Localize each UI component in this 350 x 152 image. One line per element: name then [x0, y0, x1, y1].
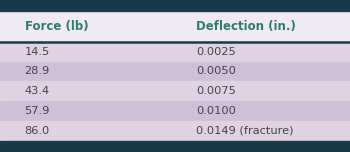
Text: Deflection (in.): Deflection (in.) [196, 20, 296, 33]
Text: 0.0149 (fracture): 0.0149 (fracture) [196, 126, 294, 136]
Bar [0, 141, 350, 152]
Text: 0.0025: 0.0025 [196, 47, 236, 57]
Text: 0.0100: 0.0100 [196, 106, 236, 116]
Bar [0, 42, 350, 62]
Text: 0.0050: 0.0050 [196, 66, 236, 76]
Bar [0, 121, 350, 141]
Bar [0, 81, 350, 101]
Text: 28.9: 28.9 [25, 66, 50, 76]
Text: 57.9: 57.9 [25, 106, 50, 116]
Text: 14.5: 14.5 [25, 47, 50, 57]
Bar [0, 101, 350, 121]
Text: Force (lb): Force (lb) [25, 20, 88, 33]
Bar [0, 62, 350, 81]
Text: 86.0: 86.0 [25, 126, 50, 136]
Bar [0, 0, 350, 11]
Text: 43.4: 43.4 [25, 86, 50, 96]
Text: 0.0075: 0.0075 [196, 86, 236, 96]
Bar [0, 11, 350, 42]
